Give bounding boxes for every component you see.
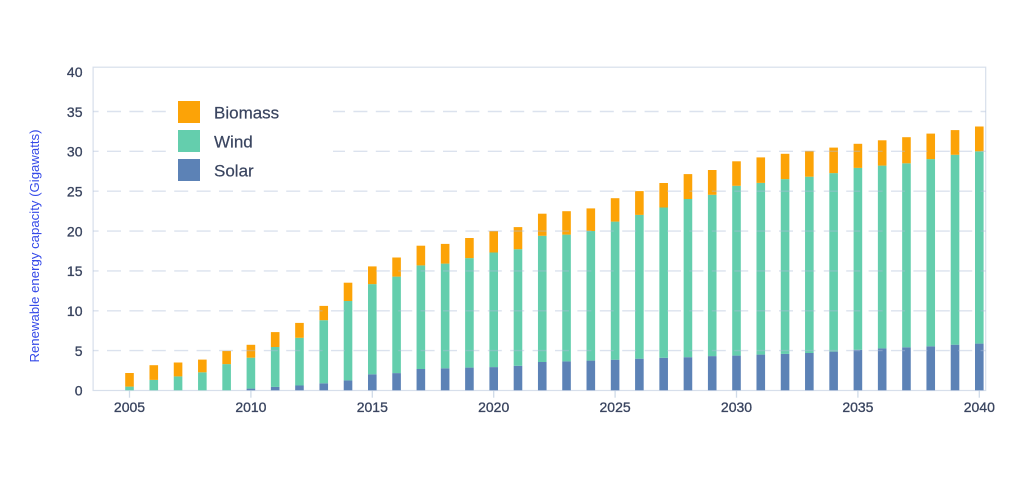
svg-text:0: 0: [75, 383, 83, 399]
svg-text:2040: 2040: [964, 399, 995, 415]
svg-text:2030: 2030: [721, 399, 752, 415]
svg-text:Solar: Solar: [214, 162, 254, 181]
svg-text:2020: 2020: [478, 399, 509, 415]
svg-text:35: 35: [67, 104, 83, 120]
svg-text:2005: 2005: [114, 399, 145, 415]
svg-text:Biomass: Biomass: [214, 104, 279, 123]
svg-text:25: 25: [67, 184, 83, 200]
svg-text:2010: 2010: [235, 399, 266, 415]
svg-text:2015: 2015: [357, 399, 388, 415]
svg-text:5: 5: [75, 343, 83, 359]
svg-text:30: 30: [67, 144, 83, 160]
svg-text:2035: 2035: [842, 399, 873, 415]
svg-text:10: 10: [67, 303, 83, 319]
svg-text:2025: 2025: [600, 399, 631, 415]
svg-text:20: 20: [67, 223, 83, 239]
svg-text:Renewable energy capacity (Gig: Renewable energy capacity (Gigawatts): [27, 129, 42, 362]
svg-text:15: 15: [67, 263, 83, 279]
svg-text:Wind: Wind: [214, 133, 253, 152]
svg-text:40: 40: [67, 64, 83, 80]
